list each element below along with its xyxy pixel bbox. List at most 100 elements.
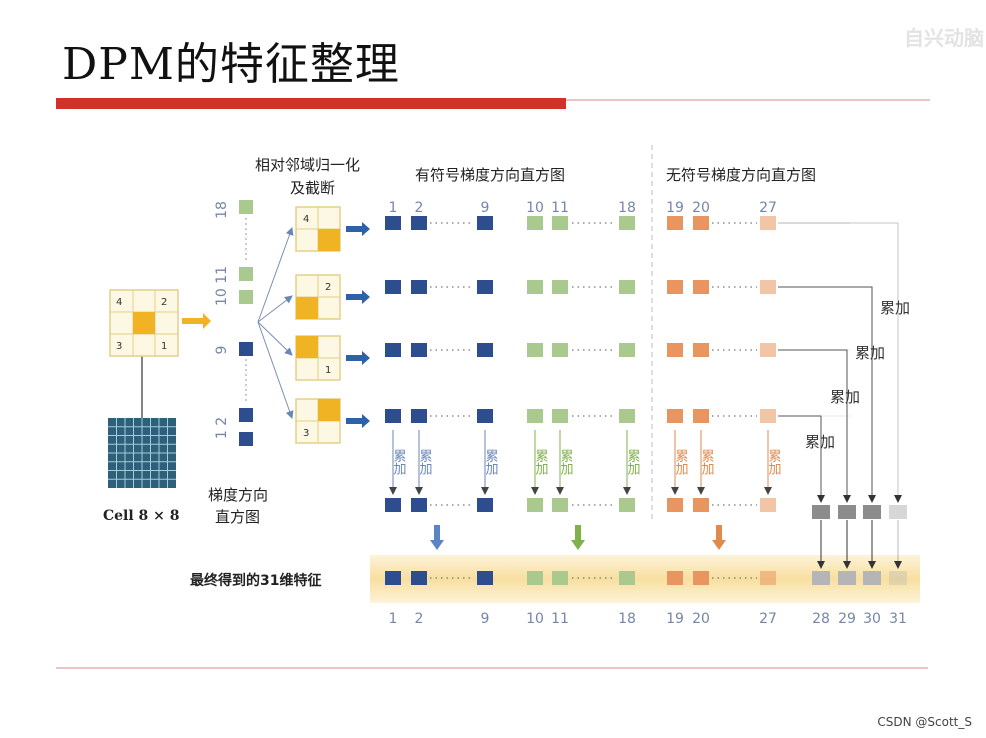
histogram-bin xyxy=(385,498,401,512)
top-index-label: 11 xyxy=(551,200,569,216)
fan-lines xyxy=(257,227,294,419)
vhist-tick: 1 2 xyxy=(214,417,230,439)
final-feature-bin xyxy=(385,571,401,585)
final-feature-bin xyxy=(552,571,568,585)
credit-text: CSDN @Scott_S xyxy=(877,715,972,729)
norm-block-center xyxy=(296,336,318,358)
neighbor-num: 4 xyxy=(116,297,122,308)
histogram-bin xyxy=(693,343,709,357)
histogram-bin xyxy=(477,280,493,294)
histogram-bin xyxy=(760,280,776,294)
bottom-index-label: 9 xyxy=(481,611,490,627)
histogram-bin xyxy=(552,498,568,512)
vhist-bin-9 xyxy=(239,342,253,356)
norm-block-center xyxy=(318,229,340,251)
top-index-label: 9 xyxy=(481,200,490,216)
merge-down-arrow xyxy=(712,525,726,550)
final-feature-bin xyxy=(863,571,881,585)
norm-block: 2 xyxy=(295,274,370,320)
signed-hist-label: 有符号梯度方向直方图 xyxy=(415,166,565,184)
final-feature-bin xyxy=(838,571,856,585)
bottom-index-label: 10 xyxy=(526,611,544,627)
top-index-label: 18 xyxy=(618,200,636,216)
histogram-bin xyxy=(693,498,709,512)
top-index-label: 1 xyxy=(389,200,398,216)
grad-hist-label-2: 直方图 xyxy=(215,508,260,526)
histogram-bin xyxy=(552,280,568,294)
histogram-row xyxy=(385,409,776,423)
bottom-index-label: 2 xyxy=(415,611,424,627)
histogram-bin xyxy=(667,498,683,512)
row-sum-line xyxy=(778,222,902,503)
histogram-bin xyxy=(667,409,683,423)
title-underline-red xyxy=(56,98,566,109)
accumulate-label: 累加 xyxy=(855,344,885,362)
bottom-index-label: 29 xyxy=(838,611,856,627)
histogram-bin xyxy=(411,216,427,230)
histogram-bin xyxy=(527,409,543,423)
norm-block: 1 xyxy=(295,335,370,381)
accumulate-label: 累加 xyxy=(625,449,641,476)
histogram-bin xyxy=(411,343,427,357)
accumulate-label: 累加 xyxy=(483,449,499,476)
histogram-rows xyxy=(385,216,850,512)
bottom-index-label: 30 xyxy=(863,611,881,627)
norm-block: 3 xyxy=(295,398,370,444)
accumulate-label: 累加 xyxy=(673,449,689,476)
final-feature-bin xyxy=(667,571,683,585)
final-feature-bin xyxy=(477,571,493,585)
histogram-bin xyxy=(411,280,427,294)
row-sum-line xyxy=(778,286,876,503)
vhist-bin-18 xyxy=(239,200,253,214)
norm-block-center xyxy=(318,399,340,421)
normalization-blocks: 4 2 1 3 xyxy=(295,206,370,444)
block-to-row-arrow xyxy=(346,414,370,428)
vhist-bin-11 xyxy=(239,267,253,281)
cell-label: Cell 8 × 8 xyxy=(103,508,180,524)
row-sum-line xyxy=(778,349,851,503)
bottom-index-label: 1 xyxy=(389,611,398,627)
histogram-bin xyxy=(693,409,709,423)
histogram-bin xyxy=(667,280,683,294)
histogram-bin xyxy=(693,280,709,294)
histogram-bin xyxy=(477,216,493,230)
vhist-tick: 10 11 xyxy=(214,266,230,306)
unsigned-sum-bin xyxy=(863,505,881,519)
accumulate-label: 累加 xyxy=(558,449,574,476)
merge-down-arrow xyxy=(430,525,444,550)
bottom-index-label: 18 xyxy=(618,611,636,627)
final-feature-bin xyxy=(889,571,907,585)
neighbor-num: 3 xyxy=(116,341,122,352)
unsigned-sum-bin xyxy=(838,505,856,519)
bottom-index-labels: 1 2 9 10 11 18 19 20 27 28 29 30 31 xyxy=(389,611,907,627)
bottom-index-label: 11 xyxy=(551,611,569,627)
histogram-bin xyxy=(552,216,568,230)
norm-block-number: 3 xyxy=(303,428,309,439)
top-index-label: 20 xyxy=(692,200,710,216)
final-feature-bin xyxy=(693,571,709,585)
histogram-bin xyxy=(693,216,709,230)
histogram-bin xyxy=(552,343,568,357)
top-index-label: 19 xyxy=(666,200,684,216)
histogram-bin xyxy=(760,343,776,357)
final-feature-bin xyxy=(619,571,635,585)
grad-hist-label: 梯度方向 xyxy=(208,486,268,504)
final-feature-band xyxy=(370,555,920,603)
final-feature-bin xyxy=(411,571,427,585)
histogram-bin xyxy=(619,280,635,294)
final-feature-label: 最终得到的31维特征 xyxy=(190,572,321,589)
vhist-bin-1 xyxy=(239,432,253,446)
histogram-bin xyxy=(411,498,427,512)
top-index-label: 10 xyxy=(526,200,544,216)
bottom-index-label: 19 xyxy=(666,611,684,627)
vhist-bin-10 xyxy=(239,290,253,304)
histogram-bin xyxy=(477,343,493,357)
histogram-bin xyxy=(527,216,543,230)
histogram-bin xyxy=(552,409,568,423)
final-feature-bin xyxy=(527,571,543,585)
histogram-bin xyxy=(760,498,776,512)
histogram-bin xyxy=(527,280,543,294)
histogram-bin xyxy=(667,343,683,357)
